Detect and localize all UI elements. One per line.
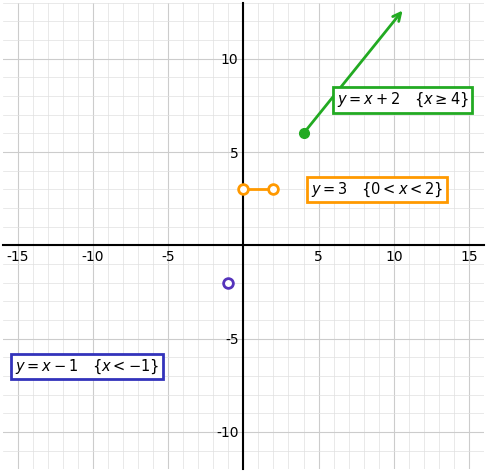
Text: $y=x-1 \quad\{x<-1\}$: $y=x-1 \quad\{x<-1\}$ xyxy=(15,357,159,376)
Text: $y=x+2 \quad\{x\geq4\}$: $y=x+2 \quad\{x\geq4\}$ xyxy=(336,91,468,109)
Text: $y=3 \quad\{0<x<2\}$: $y=3 \quad\{0<x<2\}$ xyxy=(311,180,444,199)
